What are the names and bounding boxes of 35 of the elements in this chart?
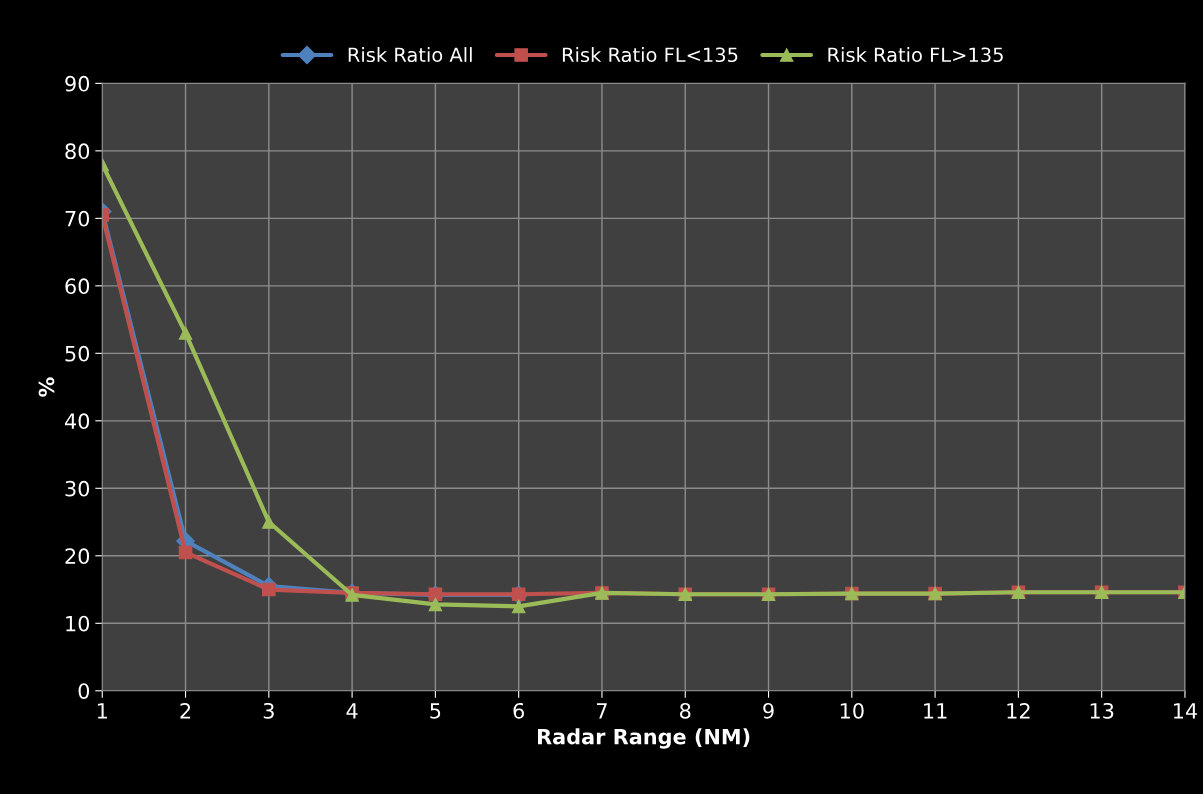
point <box>178 326 193 340</box>
x-tick-label: 12 <box>1007 702 1030 719</box>
y-tick-label: 20 <box>65 548 90 565</box>
legend-label: Risk Ratio All <box>348 47 472 63</box>
y-tick-label: 90 <box>65 75 90 92</box>
x-axis-title: Radar Range (NM) <box>538 728 750 749</box>
y-tick-label: 0 <box>78 683 90 699</box>
y-tick-label: 10 <box>66 615 90 632</box>
x-tick-label: 14 <box>1173 703 1198 719</box>
y-tick-label: 60 <box>65 278 90 295</box>
y-axis-title: % <box>38 377 55 397</box>
x-tick-label: 13 <box>1090 702 1114 719</box>
x-tick-label: 6 <box>513 702 524 719</box>
y-tick-label: 80 <box>65 143 90 160</box>
point <box>178 545 193 560</box>
legend-label: Risk Ratio FL<135 <box>562 47 738 63</box>
y-tick-label: 30 <box>65 480 90 497</box>
legend-label: Risk Ratio FL>135 <box>828 47 1003 63</box>
x-tick-label: 5 <box>430 703 441 719</box>
x-tick-label: 10 <box>840 702 864 719</box>
x-tick-label: 2 <box>180 702 191 719</box>
x-tick-label: 7 <box>597 703 607 719</box>
y-tick-label: 50 <box>65 345 90 362</box>
x-tick-label: 11 <box>924 703 947 719</box>
point <box>428 597 443 612</box>
y-tick-label: 40 <box>64 413 90 430</box>
point <box>262 582 276 597</box>
point <box>262 515 276 529</box>
x-tick-label: 4 <box>346 703 358 719</box>
y-tick-label: 70 <box>65 210 90 227</box>
x-tick-label: 9 <box>763 702 774 719</box>
x-tick-label: 8 <box>680 702 691 719</box>
x-tick-label: 1 <box>97 703 107 719</box>
point <box>511 599 526 614</box>
x-tick-label: 3 <box>263 702 274 719</box>
